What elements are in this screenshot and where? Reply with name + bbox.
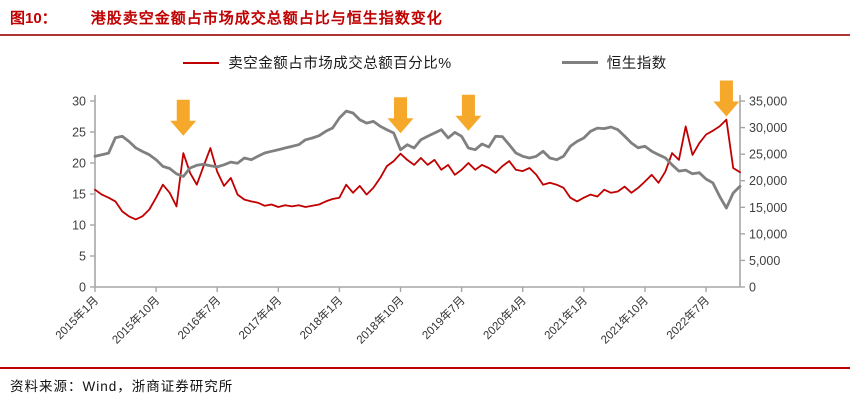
x-axis-tick-label: 2018年10月	[353, 293, 406, 346]
y-axis-left-tick-label: 30	[72, 95, 86, 109]
short-sell-ratio-line	[94, 118, 741, 221]
x-axis-tick-label: 2018年1月	[297, 293, 346, 342]
y-axis-right-tick-label: 5,000	[749, 254, 780, 268]
x-axis-tick-label: 2016年7月	[175, 293, 224, 342]
y-axis-right-tick-label: 20,000	[749, 174, 787, 188]
legend-item-short-ratio: 卖空金额占市场成交总额百分比%	[183, 52, 451, 73]
y-axis-right-tick-label: 30,000	[749, 121, 787, 135]
hsi-line	[93, 109, 742, 210]
header-divider-line	[0, 34, 850, 36]
legend-item-hsi: 恒生指数	[561, 52, 667, 73]
down-arrow-marker	[455, 94, 482, 131]
x-axis-tick-label: 2022年7月	[663, 293, 712, 342]
x-axis-tick-label: 2015年1月	[52, 293, 101, 342]
down-arrow-marker	[387, 97, 414, 134]
legend-label: 卖空金额占市场成交总额百分比%	[228, 56, 452, 72]
y-axis-left-tick-label: 15	[72, 188, 86, 202]
x-axis-tick-label: 2017年4月	[236, 293, 285, 342]
down-arrow-marker	[170, 99, 197, 136]
y-axis-right-tick-label: 25,000	[749, 148, 787, 162]
figure-title: 港股卖空金额占市场成交总额占比与恒生指数变化	[90, 10, 443, 27]
chart-legend: 卖空金额占市场成交总额百分比% 恒生指数	[0, 52, 850, 73]
y-axis-left-tick-label: 0	[79, 281, 86, 295]
y-axis-left-tick-label: 25	[72, 126, 86, 140]
y-axis-right-tick-label: 15,000	[749, 201, 787, 215]
hsi-line-swatch	[561, 61, 598, 64]
y-axis-right-tick-label: 35,000	[749, 95, 787, 109]
y-axis-left-tick-label: 10	[72, 219, 86, 233]
x-axis-tick-label: 2021年1月	[541, 293, 590, 342]
footer-divider-line	[0, 367, 850, 369]
x-axis-tick-label: 2020年4月	[480, 293, 529, 342]
source-note: 资料来源：Wind，浙商证券研究所	[10, 379, 234, 394]
y-axis-right-tick-label: 10,000	[749, 227, 787, 241]
down-arrow-marker	[713, 80, 740, 117]
figure-number-label: 图10：	[10, 10, 57, 27]
y-axis-right-tick-label: 0	[749, 281, 756, 295]
figure-header: 图10： 港股卖空金额占市场成交总额占比与恒生指数变化	[0, 0, 850, 28]
y-axis-left-tick-label: 5	[79, 250, 86, 264]
y-axis-left-tick-label: 20	[72, 157, 86, 171]
chart-canvas: 0 5 10 15 20 25 30 0 5,000 10,000 15,000 20,000 25,0…	[52, 80, 787, 347]
legend-label: 恒生指数	[606, 56, 667, 72]
x-axis-tick-label: 2015年10月	[109, 293, 162, 346]
x-axis-tick-label: 2019年7月	[419, 293, 468, 342]
short-ratio-line-swatch	[183, 61, 220, 64]
x-axis-tick-label: 2021年10月	[598, 293, 651, 346]
